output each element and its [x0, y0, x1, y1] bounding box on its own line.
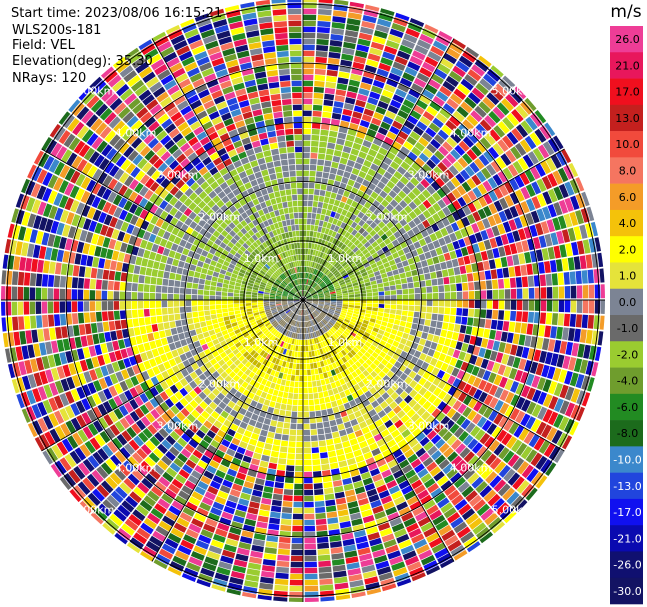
colorbar-block — [610, 157, 643, 184]
colorbar-tick-label: -2.0 — [617, 348, 638, 361]
colorbar-block — [610, 472, 643, 500]
colorbar-block — [610, 52, 643, 79]
colorbar-tick-label: 2.0 — [619, 243, 637, 256]
colorbar-block — [610, 341, 643, 368]
colorbar-tick-label: -30.0 — [613, 585, 641, 598]
instrument-label: WLS200s-181 — [12, 23, 102, 38]
range-ring-label: 3.00km — [157, 420, 199, 433]
colorbar-tick-label: 4.0 — [619, 217, 637, 230]
range-ring-label: 1.0km — [328, 336, 363, 349]
range-ring-label: 1.0km — [328, 252, 363, 265]
colorbar-tick-labels: 26.0 21.0 17.0 13.0 10.0 8.0 6.0 4.0 2.0 1.0 0.0 -1… — [613, 33, 641, 598]
colorbar-tick-label: -13.0 — [613, 480, 641, 493]
colorbar-block — [610, 288, 643, 316]
range-ring-label: 3.00km — [408, 420, 450, 433]
colorbar-tick-label: -8.0 — [617, 427, 638, 440]
colorbar-tick-label: 10.0 — [615, 138, 640, 151]
elevation-label: Elevation(deg): 35.30 — [12, 54, 153, 69]
range-ring-label: 3.00km — [408, 168, 450, 181]
range-ring-label: 5.00km — [492, 503, 534, 516]
colorbar-block — [610, 393, 643, 421]
azimuth-spoke — [302, 148, 565, 301]
range-ring-label: 5.00km — [73, 85, 115, 98]
azimuth-spoke — [302, 299, 455, 562]
colorbar-block — [610, 236, 643, 263]
colorbar-block — [610, 315, 643, 342]
range-ring-label: 4.00km — [115, 462, 157, 475]
colorbar-tick-label: 6.0 — [619, 191, 637, 204]
range-ring-labels: 1.0km 2.00km 3.00km 4.00km 5.00km 1.0km 2.00km… — [73, 85, 533, 517]
colorbar-block — [610, 26, 643, 53]
range-ring-label: 3.00km — [157, 168, 199, 181]
range-ring-label: 2.00km — [199, 378, 241, 391]
colorbar-block — [610, 420, 643, 447]
colorbar-block — [610, 131, 643, 158]
colorbar-tick-label: 1.0 — [619, 270, 637, 283]
colorbar-tick-label: -10.0 — [613, 454, 641, 467]
azimuth-spoke — [151, 299, 304, 562]
range-ring-label: 2.00km — [366, 210, 408, 223]
colorbar-block — [610, 498, 643, 526]
azimuth-spoke — [302, 299, 565, 452]
nrays-label: NRays: 120 — [12, 71, 87, 86]
colorbar-tick-label: -6.0 — [617, 401, 638, 414]
colorbar-tick-label: -4.0 — [617, 375, 638, 388]
range-ring-label: 5.00km — [492, 85, 534, 98]
colorbar-block — [610, 577, 643, 605]
colorbar-tick-label: 0.0 — [619, 296, 637, 309]
colorbar-tick-label: -1.0 — [617, 322, 638, 335]
azimuth-spoke — [41, 148, 304, 301]
colorbar-block — [610, 446, 643, 473]
colorbar-block — [610, 367, 643, 395]
field-label: Field: VEL — [12, 38, 75, 53]
colorbar-tick-label: 26.0 — [615, 33, 640, 46]
colorbar-tick-label: -26.0 — [613, 559, 641, 572]
azimuth-spokes — [1, 0, 605, 602]
colorbar-block — [610, 104, 643, 132]
range-ring-label: 4.00km — [450, 462, 492, 475]
azimuth-spoke — [302, 38, 455, 301]
radar-rays — [0, 0, 605, 603]
colorbar-block — [610, 525, 643, 552]
range-ring-label: 2.00km — [366, 378, 408, 391]
range-ring-label: 4.00km — [115, 127, 157, 140]
colorbar-unit: m/s — [610, 2, 641, 22]
range-ring-label: 1.0km — [244, 252, 279, 265]
start-time-label: Start time: 2023/08/06 16:15:21 — [11, 6, 223, 21]
azimuth-spoke — [41, 299, 304, 452]
colorbar-block — [610, 78, 643, 106]
colorbar-tick-label: -17.0 — [613, 506, 641, 519]
range-ring-label: 4.00km — [450, 127, 492, 140]
colorbar-block — [610, 551, 643, 579]
colorbar-tick-label: 8.0 — [619, 165, 637, 178]
azimuth-spoke — [151, 38, 304, 301]
range-ring-label: 2.00km — [199, 210, 241, 223]
colorbar-blocks — [610, 26, 643, 605]
colorbar-block — [610, 209, 643, 237]
colorbar-tick-label: 13.0 — [615, 112, 640, 125]
colorbar-tick-label: -21.0 — [613, 532, 641, 545]
colorbar-tick-label: 17.0 — [615, 86, 640, 99]
range-ring-label: 5.00km — [73, 503, 115, 516]
colorbar-tick-label: 21.0 — [615, 59, 640, 72]
range-ring-label: 1.0km — [244, 336, 279, 349]
colorbar-block — [610, 262, 643, 290]
colorbar-block — [610, 183, 643, 211]
